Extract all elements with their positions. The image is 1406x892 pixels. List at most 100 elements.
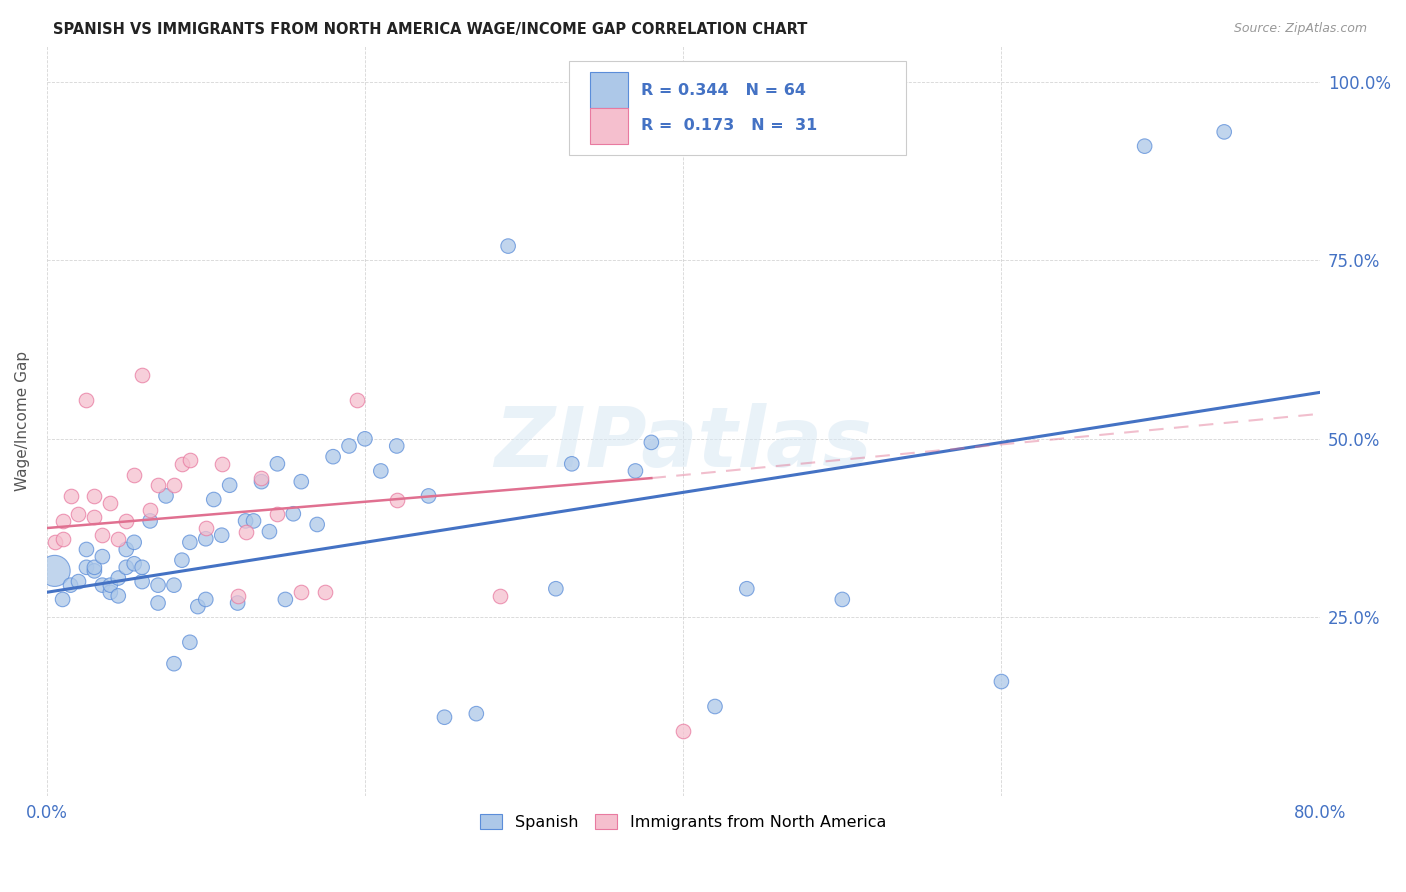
Point xyxy=(465,706,488,721)
Point xyxy=(831,592,853,607)
Text: R = 0.344   N = 64: R = 0.344 N = 64 xyxy=(641,83,806,98)
Point xyxy=(433,710,456,724)
Point xyxy=(83,489,105,503)
Point xyxy=(290,475,312,489)
Point xyxy=(91,528,114,542)
Point xyxy=(146,478,169,492)
Point xyxy=(704,699,727,714)
Point xyxy=(170,553,193,567)
Point xyxy=(990,674,1012,689)
Point xyxy=(274,592,297,607)
Point xyxy=(91,578,114,592)
Point xyxy=(107,589,129,603)
Point xyxy=(194,532,217,546)
Point xyxy=(187,599,209,614)
Point xyxy=(122,557,145,571)
Point xyxy=(211,528,233,542)
Point xyxy=(146,578,169,592)
Point xyxy=(211,457,233,471)
Point xyxy=(139,503,162,517)
Point xyxy=(131,560,153,574)
Point xyxy=(155,489,177,503)
Bar xyxy=(591,72,628,109)
Text: Source: ZipAtlas.com: Source: ZipAtlas.com xyxy=(1233,22,1367,36)
Point xyxy=(115,542,138,557)
Point xyxy=(75,560,97,574)
Point xyxy=(354,432,377,446)
Point xyxy=(122,467,145,482)
Point xyxy=(163,478,186,492)
Point xyxy=(226,596,249,610)
Point xyxy=(52,532,75,546)
Bar xyxy=(591,108,628,144)
Legend: Spanish, Immigrants from North America: Spanish, Immigrants from North America xyxy=(474,807,893,837)
Point xyxy=(179,453,201,467)
Point xyxy=(218,478,240,492)
Point xyxy=(385,439,408,453)
Point xyxy=(131,368,153,382)
Point xyxy=(98,496,121,510)
Point xyxy=(624,464,647,478)
Point xyxy=(226,589,249,603)
Point xyxy=(735,582,758,596)
Point xyxy=(163,578,186,592)
Point xyxy=(75,542,97,557)
Point xyxy=(266,507,288,521)
Point xyxy=(91,549,114,564)
Point xyxy=(98,578,121,592)
Point xyxy=(544,582,567,596)
Y-axis label: Wage/Income Gap: Wage/Income Gap xyxy=(15,351,30,491)
Point xyxy=(640,435,662,450)
Point xyxy=(370,464,392,478)
Text: ZIPatlas: ZIPatlas xyxy=(495,403,872,484)
Point xyxy=(1133,139,1156,153)
Point xyxy=(139,514,162,528)
Point xyxy=(235,514,257,528)
Point xyxy=(83,564,105,578)
Point xyxy=(52,514,75,528)
Point xyxy=(179,535,201,549)
Point xyxy=(250,471,273,485)
Point xyxy=(561,457,583,471)
Point xyxy=(44,564,66,578)
Point xyxy=(59,489,82,503)
Point xyxy=(179,635,201,649)
Point xyxy=(194,592,217,607)
Point xyxy=(170,457,193,471)
Point xyxy=(496,239,519,253)
Point xyxy=(307,517,329,532)
Point xyxy=(322,450,344,464)
Point xyxy=(163,657,186,671)
Point xyxy=(489,589,512,603)
Text: SPANISH VS IMMIGRANTS FROM NORTH AMERICA WAGE/INCOME GAP CORRELATION CHART: SPANISH VS IMMIGRANTS FROM NORTH AMERICA… xyxy=(53,22,808,37)
Point xyxy=(290,585,312,599)
Point xyxy=(283,507,305,521)
Point xyxy=(385,492,408,507)
Point xyxy=(242,514,264,528)
Point xyxy=(83,510,105,524)
Point xyxy=(131,574,153,589)
Point xyxy=(146,596,169,610)
Point xyxy=(194,521,217,535)
Point xyxy=(98,585,121,599)
Point xyxy=(314,585,336,599)
Point xyxy=(235,524,257,539)
Point xyxy=(107,571,129,585)
Point xyxy=(250,475,273,489)
Point xyxy=(75,392,97,407)
Point xyxy=(337,439,360,453)
Point xyxy=(115,560,138,574)
Point xyxy=(122,535,145,549)
Point xyxy=(59,578,82,592)
Point xyxy=(266,457,288,471)
Point xyxy=(259,524,281,539)
Text: R =  0.173   N =  31: R = 0.173 N = 31 xyxy=(641,118,817,133)
Point xyxy=(115,514,138,528)
Point xyxy=(1213,125,1236,139)
Point xyxy=(107,532,129,546)
FancyBboxPatch shape xyxy=(568,62,905,155)
Point xyxy=(672,724,695,739)
Point xyxy=(418,489,440,503)
Point xyxy=(202,492,225,507)
Point xyxy=(67,574,90,589)
